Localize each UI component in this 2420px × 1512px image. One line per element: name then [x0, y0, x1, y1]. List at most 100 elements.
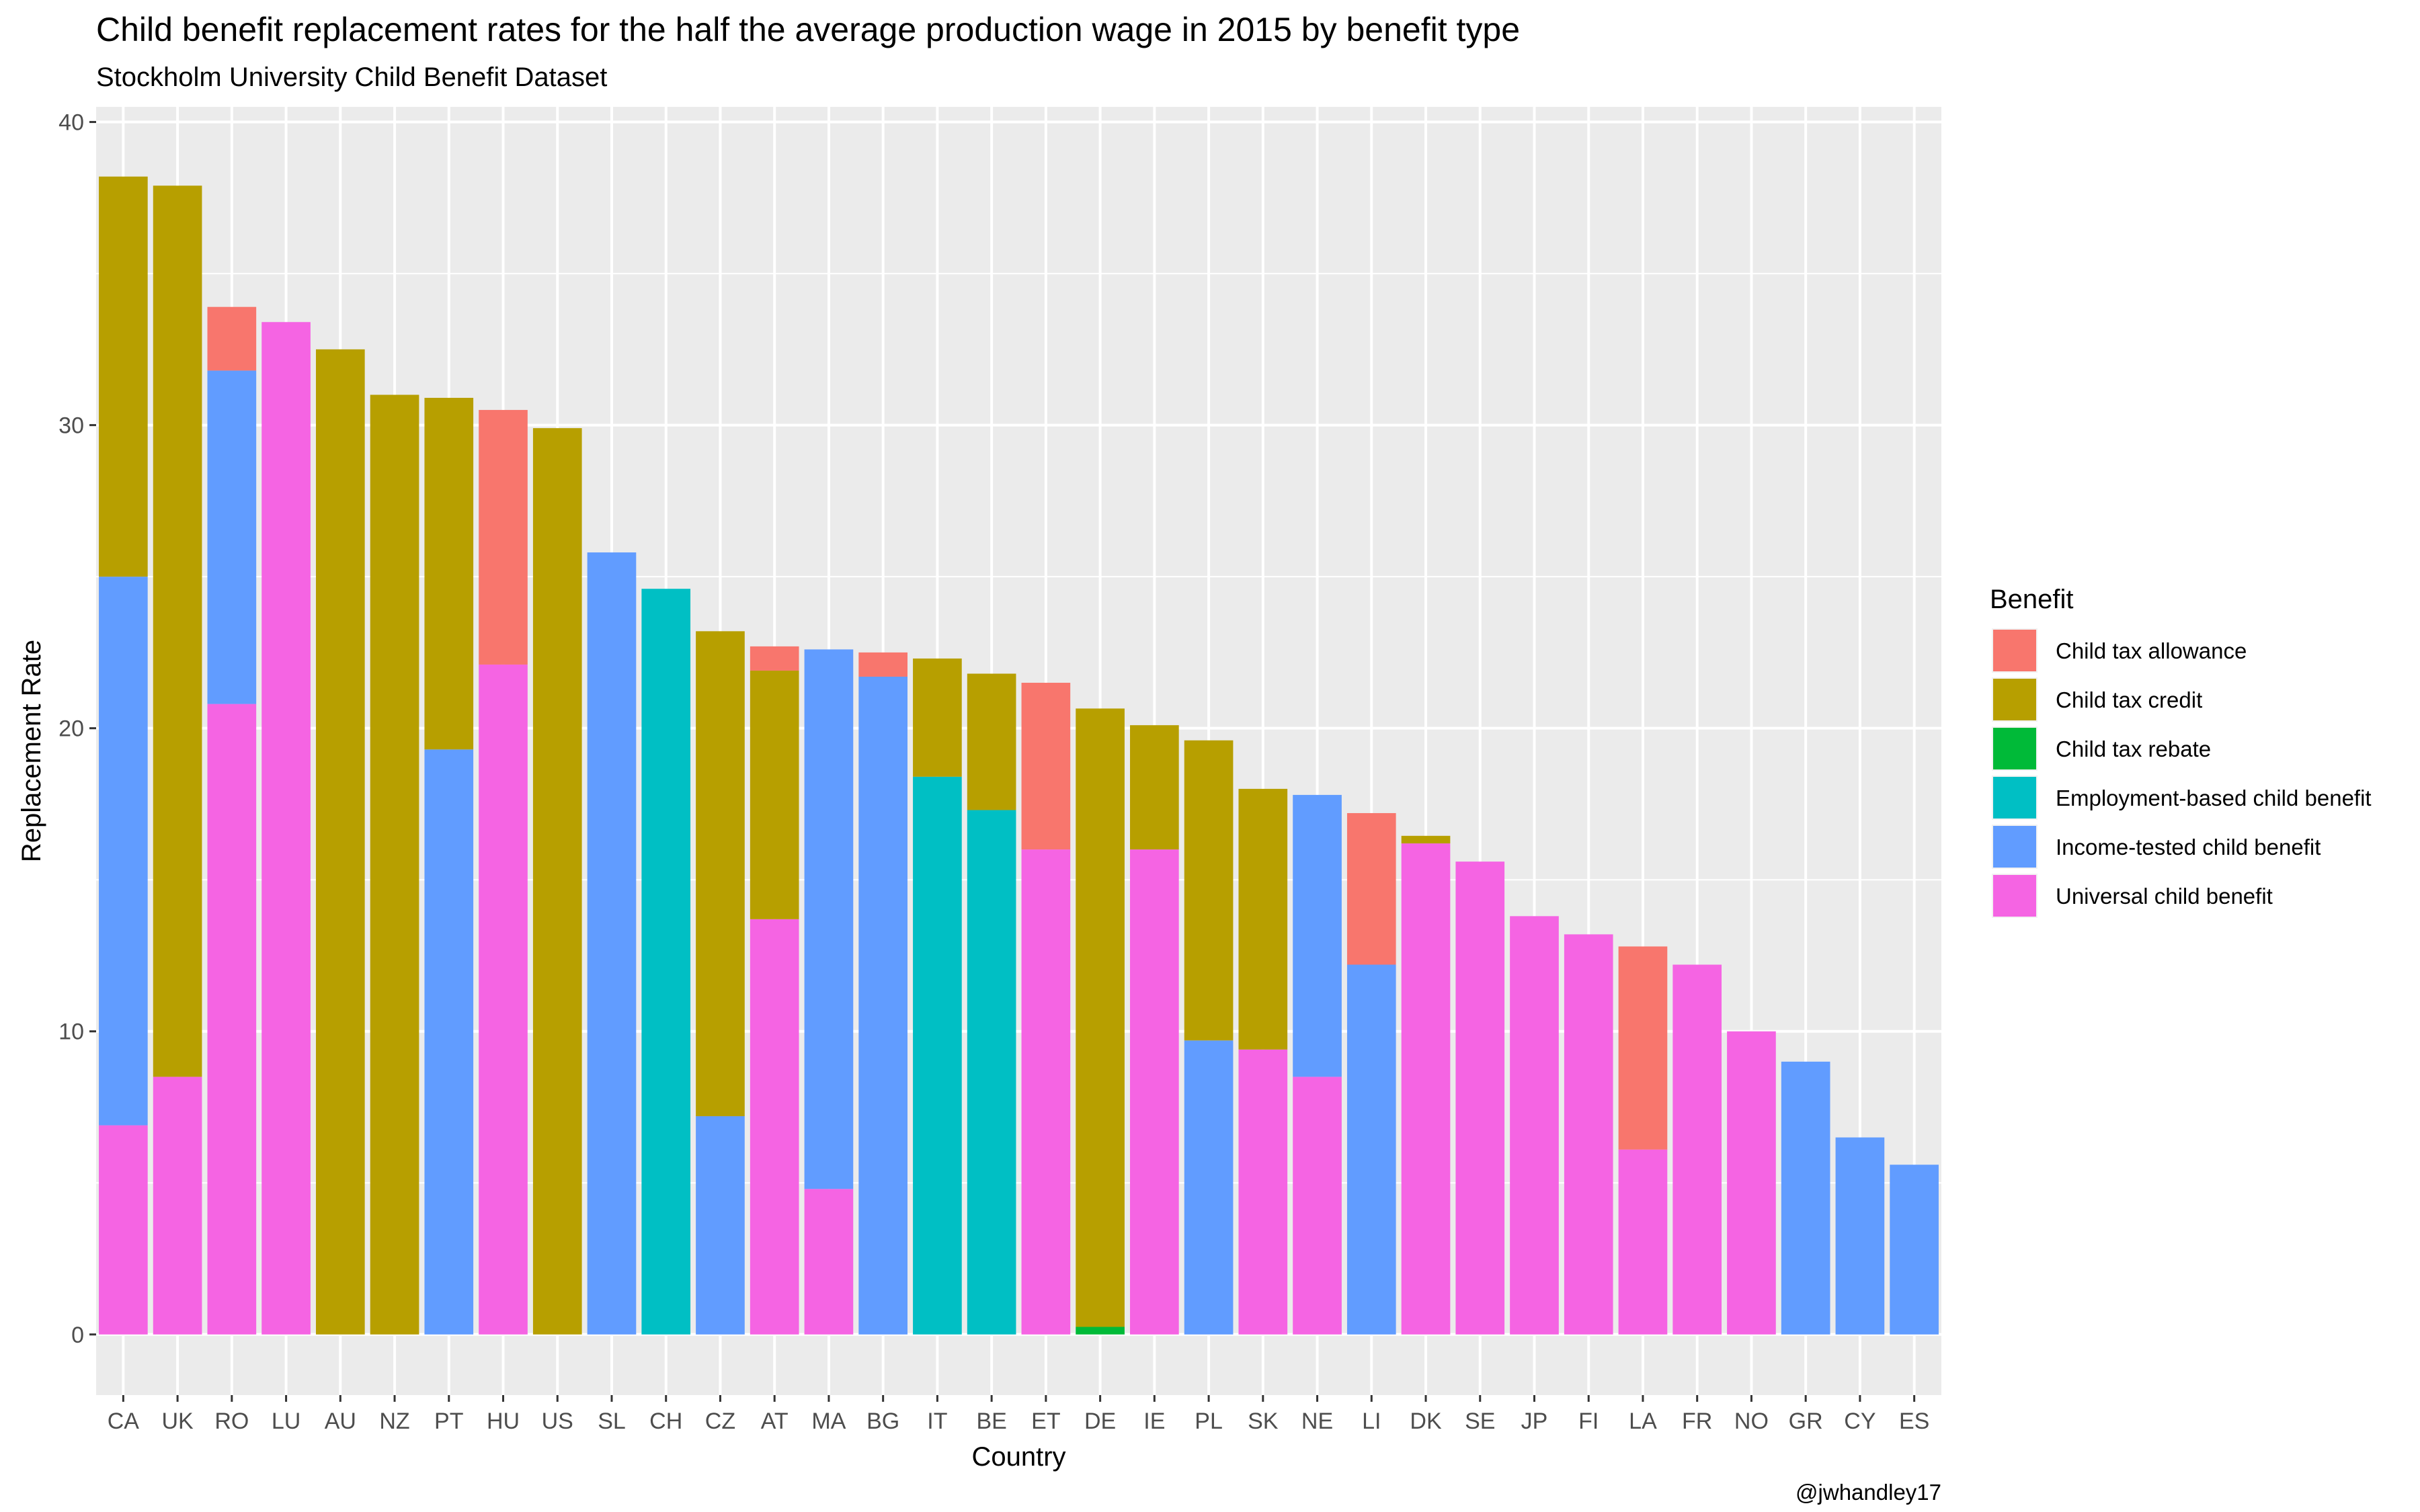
- bar-segment: [913, 776, 962, 1335]
- bar-segment: [750, 670, 799, 919]
- bar-segment: [750, 919, 799, 1335]
- legend-swatch: [1993, 777, 2036, 818]
- x-tick-label: BE: [976, 1409, 1006, 1434]
- bar-segment: [1130, 725, 1179, 850]
- x-tick-label: FR: [1682, 1409, 1712, 1434]
- x-tick-label: DK: [1410, 1409, 1442, 1434]
- legend-swatch: [1993, 679, 2036, 720]
- x-tick-label: SL: [598, 1409, 626, 1434]
- x-tick-label: ES: [1899, 1409, 1929, 1434]
- legend-label: Employment-based child benefit: [2056, 786, 2372, 810]
- x-tick-label: SE: [1465, 1409, 1495, 1434]
- bar-segment: [99, 1125, 148, 1335]
- x-tick-label: IE: [1143, 1409, 1165, 1434]
- x-tick-label: CA: [108, 1409, 140, 1434]
- x-tick-label: AT: [761, 1409, 789, 1434]
- bar-segment: [587, 552, 637, 1335]
- bar-segment: [1238, 1049, 1288, 1335]
- legend-label: Child tax allowance: [2056, 638, 2247, 663]
- y-tick-label: 30: [58, 413, 84, 439]
- x-tick-label: IT: [927, 1409, 947, 1434]
- axes: 0 10 20 30 40 CA UK RO LU AU NZ PT HU US SL CH CZ AT MA BG I…: [58, 110, 1929, 1434]
- bar-segment: [1781, 1061, 1830, 1335]
- bar-segment: [967, 673, 1016, 810]
- bar-segment: [479, 664, 528, 1335]
- bar-segment: [1672, 964, 1722, 1335]
- legend-swatch: [1993, 728, 2036, 769]
- bar-segment: [99, 176, 148, 577]
- x-tick-label: LA: [1629, 1409, 1657, 1434]
- bar-segment: [1727, 1031, 1776, 1335]
- bar-segment: [1293, 1077, 1342, 1335]
- bar-segment: [1184, 1040, 1234, 1335]
- x-tick-label: LI: [1362, 1409, 1381, 1434]
- legend-label: Child tax credit: [2056, 687, 2202, 712]
- bar-segment: [479, 410, 528, 665]
- bar-segment: [1510, 916, 1559, 1335]
- chart-subtitle: Stockholm University Child Benefit Datas…: [96, 62, 607, 92]
- bar-segment: [750, 646, 799, 671]
- bar-segment: [1346, 812, 1396, 965]
- bar-segment: [1076, 708, 1125, 1327]
- bar-segment: [1401, 843, 1451, 1335]
- y-axis-title: Replacement Rate: [17, 640, 46, 862]
- bar-segment: [1021, 849, 1071, 1335]
- x-tick-label: DE: [1084, 1409, 1116, 1434]
- bar-segment: [1130, 849, 1179, 1335]
- bar-segment: [1401, 835, 1451, 844]
- x-tick-label: FI: [1578, 1409, 1599, 1434]
- legend-label: Child tax rebate: [2056, 737, 2211, 761]
- x-tick-label: CY: [1844, 1409, 1876, 1434]
- legend-swatch: [1993, 826, 2036, 868]
- bar-segment: [858, 676, 908, 1335]
- x-tick-label: NO: [1734, 1409, 1769, 1434]
- x-tick-label: JP: [1521, 1409, 1548, 1434]
- bar-segment: [1346, 964, 1396, 1335]
- x-tick-label: PT: [434, 1409, 463, 1434]
- legend-swatch: [1993, 630, 2036, 671]
- y-tick-label: 40: [58, 110, 84, 136]
- legend-label: Universal child benefit: [2056, 884, 2273, 909]
- x-axis-title: Country: [971, 1442, 1065, 1472]
- x-tick-label: US: [542, 1409, 573, 1434]
- bar-segment: [153, 1077, 202, 1335]
- bar-segment: [424, 749, 474, 1335]
- bar-segment: [1238, 788, 1288, 1050]
- bar-segment: [696, 631, 745, 1117]
- bar-segment: [207, 704, 257, 1335]
- x-tick-label: GR: [1789, 1409, 1823, 1434]
- legend-label: Income-tested child benefit: [2056, 835, 2321, 859]
- bar-segment: [696, 1116, 745, 1335]
- bar-segment: [804, 1189, 854, 1335]
- bar-segment: [804, 649, 854, 1189]
- x-tick-label: HU: [487, 1409, 520, 1434]
- x-tick-label: RO: [214, 1409, 249, 1434]
- bar-segment: [641, 589, 691, 1335]
- bar-segment: [99, 577, 148, 1126]
- bar-segment: [1564, 934, 1613, 1335]
- bar-segment: [1076, 1327, 1125, 1335]
- y-tick-label: 0: [71, 1322, 84, 1348]
- x-tick-label: SK: [1248, 1409, 1279, 1434]
- y-tick-label: 20: [58, 716, 84, 742]
- bar-segment: [1021, 683, 1071, 850]
- bar-segment: [1835, 1137, 1885, 1335]
- legend-title: Benefit: [1990, 585, 2074, 614]
- legend-swatch: [1993, 875, 2036, 917]
- bar-segment: [153, 185, 202, 1077]
- bar-segment: [1293, 794, 1342, 1077]
- x-tick-label: PL: [1195, 1409, 1223, 1434]
- bar-segment: [1618, 946, 1668, 1150]
- bar-segment: [261, 322, 311, 1335]
- bar-segment: [532, 428, 582, 1335]
- bar-segment: [207, 306, 257, 371]
- x-tick-label: NZ: [379, 1409, 409, 1434]
- bar-segment: [370, 394, 419, 1335]
- y-tick-label: 10: [58, 1019, 84, 1045]
- x-tick-label: MA: [811, 1409, 846, 1434]
- bar-segment: [913, 658, 962, 777]
- x-tick-label: CH: [649, 1409, 682, 1434]
- bar-segment: [967, 810, 1016, 1335]
